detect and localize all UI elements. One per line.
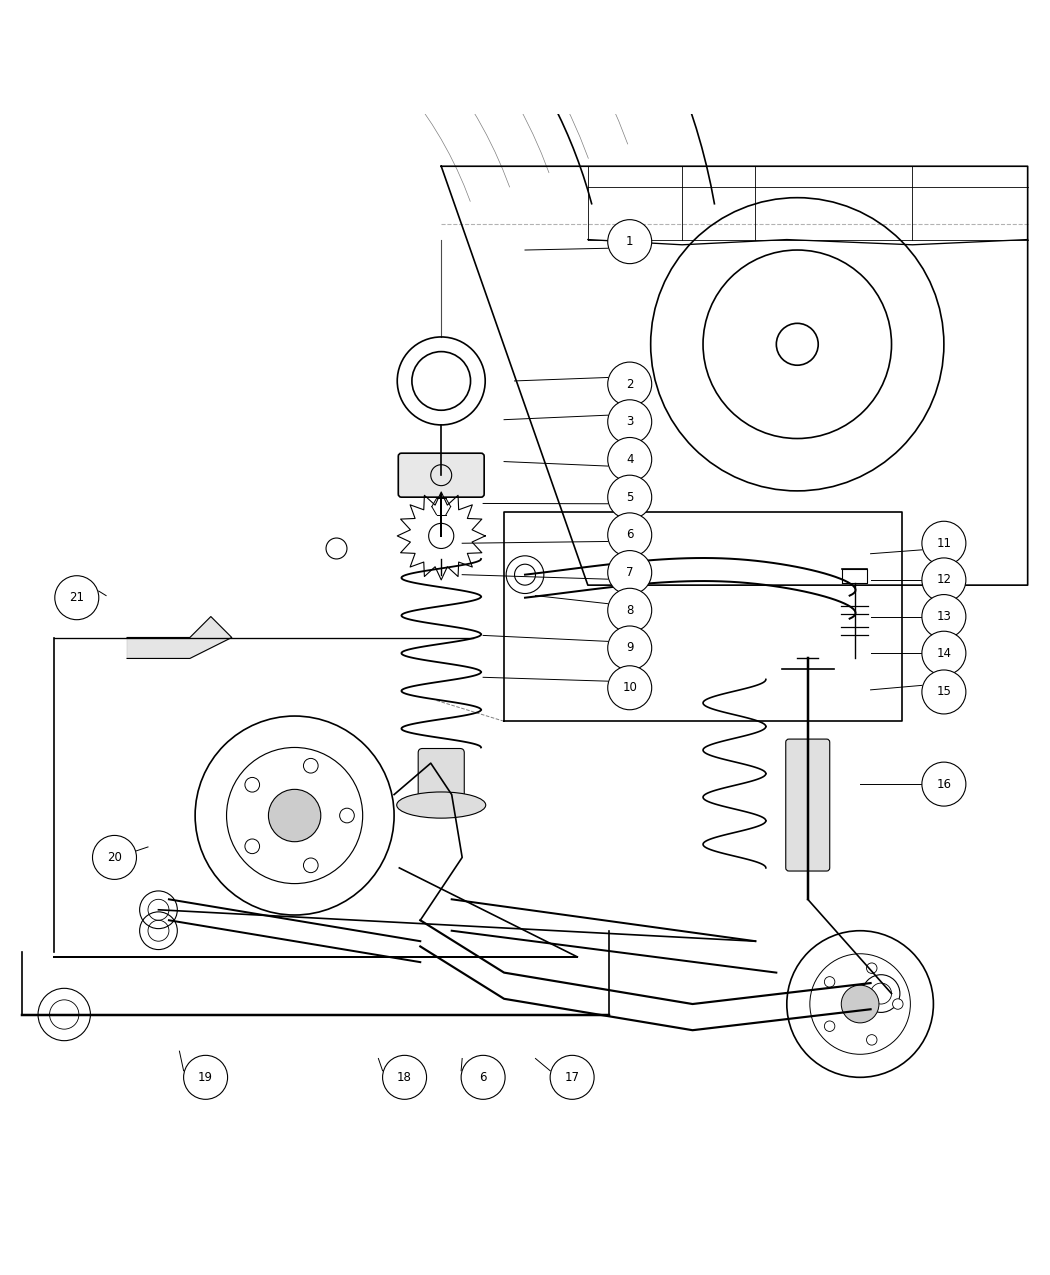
Circle shape xyxy=(608,626,652,669)
Text: 14: 14 xyxy=(937,646,951,659)
Circle shape xyxy=(866,1034,877,1046)
Circle shape xyxy=(922,762,966,806)
Circle shape xyxy=(608,666,652,710)
Circle shape xyxy=(608,400,652,444)
Circle shape xyxy=(892,998,903,1010)
Text: 11: 11 xyxy=(937,537,951,550)
Circle shape xyxy=(608,588,652,632)
Circle shape xyxy=(608,437,652,482)
Circle shape xyxy=(269,789,321,842)
Circle shape xyxy=(245,778,259,792)
Text: 18: 18 xyxy=(397,1071,412,1084)
Text: 13: 13 xyxy=(937,609,951,623)
Circle shape xyxy=(608,513,652,557)
Text: 1: 1 xyxy=(626,235,633,249)
Circle shape xyxy=(866,963,877,973)
Circle shape xyxy=(92,835,136,880)
Text: 10: 10 xyxy=(623,681,637,695)
Circle shape xyxy=(841,986,879,1023)
Text: 6: 6 xyxy=(480,1071,487,1084)
Text: 7: 7 xyxy=(626,566,633,579)
Text: 2: 2 xyxy=(626,377,633,390)
Ellipse shape xyxy=(397,792,486,819)
Text: 20: 20 xyxy=(107,850,122,864)
Text: 19: 19 xyxy=(198,1071,213,1084)
Circle shape xyxy=(184,1056,228,1099)
FancyBboxPatch shape xyxy=(418,748,464,798)
Circle shape xyxy=(608,551,652,594)
Text: 12: 12 xyxy=(937,574,951,586)
Circle shape xyxy=(922,669,966,714)
Circle shape xyxy=(382,1056,426,1099)
Circle shape xyxy=(550,1056,594,1099)
Polygon shape xyxy=(127,617,232,658)
Circle shape xyxy=(461,1056,505,1099)
Circle shape xyxy=(608,362,652,405)
Circle shape xyxy=(922,594,966,639)
Circle shape xyxy=(922,631,966,676)
Circle shape xyxy=(922,558,966,602)
FancyBboxPatch shape xyxy=(398,453,484,497)
Circle shape xyxy=(608,219,652,264)
Circle shape xyxy=(245,839,259,854)
Text: 5: 5 xyxy=(626,491,633,504)
FancyBboxPatch shape xyxy=(785,740,830,871)
Circle shape xyxy=(339,808,354,822)
Circle shape xyxy=(824,1021,835,1031)
Circle shape xyxy=(55,576,99,620)
Text: 16: 16 xyxy=(937,778,951,790)
Circle shape xyxy=(922,521,966,565)
Circle shape xyxy=(608,476,652,519)
Text: 9: 9 xyxy=(626,641,633,654)
Circle shape xyxy=(824,977,835,987)
Text: 6: 6 xyxy=(626,528,633,542)
Text: 15: 15 xyxy=(937,686,951,699)
Circle shape xyxy=(303,759,318,773)
Text: 4: 4 xyxy=(626,453,633,465)
Text: 21: 21 xyxy=(69,592,84,604)
Text: 8: 8 xyxy=(626,604,633,617)
Text: 3: 3 xyxy=(626,416,633,428)
Text: 17: 17 xyxy=(565,1071,580,1084)
Circle shape xyxy=(303,858,318,872)
